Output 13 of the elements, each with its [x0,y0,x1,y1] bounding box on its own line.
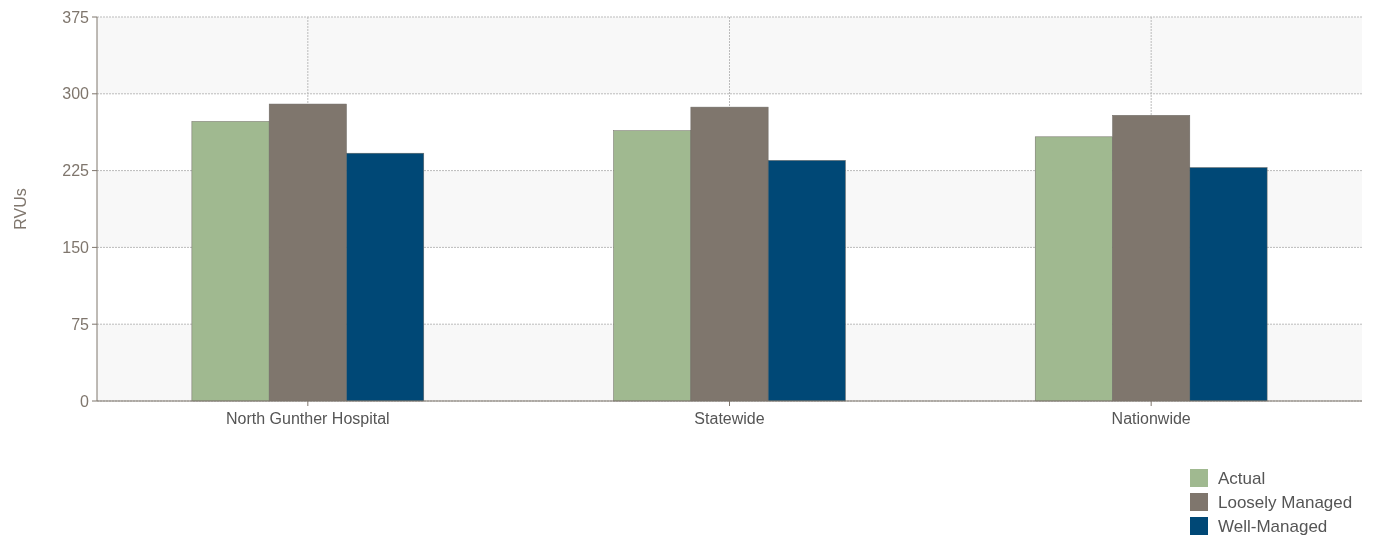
y-tick-label: 225 [62,162,90,180]
y-tick-label: 75 [71,315,90,333]
x-tick-label: Statewide [694,410,765,427]
x-tick-label: Nationwide [1111,410,1191,427]
y-tick-label: 375 [62,8,90,26]
legend-label: Well-Managed [1218,516,1328,536]
x-tick-label: North Gunther Hospital [226,410,390,427]
y-tick-label: 150 [62,239,90,256]
y-tick-label: 300 [62,85,90,103]
y-tick-label: 0 [80,392,90,410]
legend-label: Actual [1218,468,1266,488]
legend-label: Loosely Managed [1218,492,1353,512]
y-axis-title: RVUs [12,188,29,230]
